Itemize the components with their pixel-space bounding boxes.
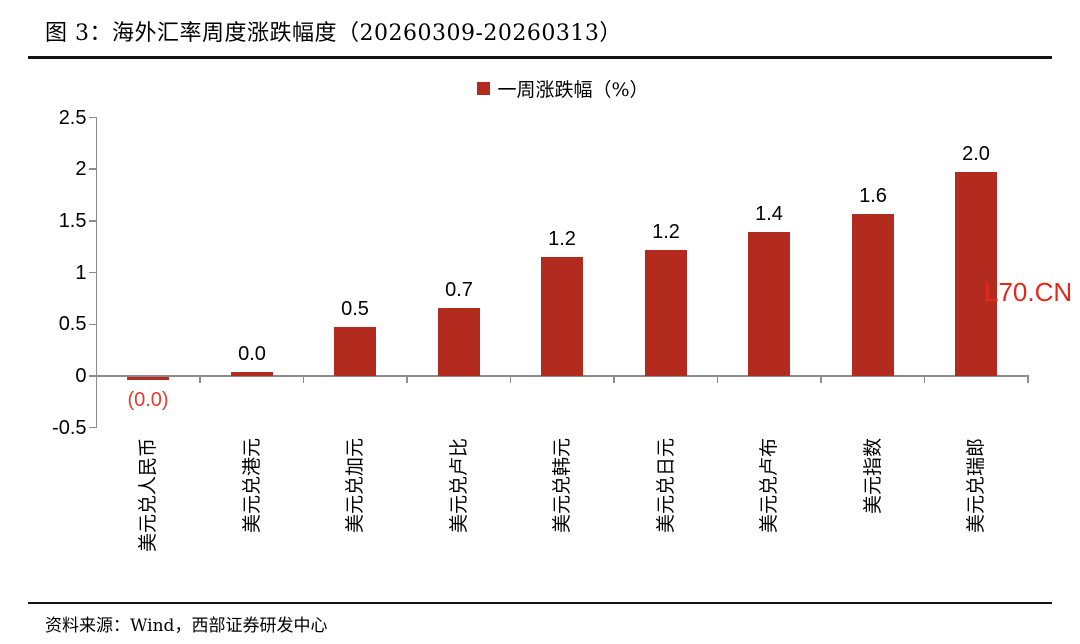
category-label: 美元兑港元: [241, 438, 263, 534]
bar: [334, 327, 376, 376]
x-tick: [820, 376, 822, 383]
category-label: 美元兑加元: [344, 438, 366, 534]
bar-value-label: 0.7: [445, 279, 473, 301]
chart-title: 图 3：海外汇率周度涨跌幅度（20260309-20260313）: [45, 21, 622, 46]
x-tick: [302, 376, 305, 383]
y-tick: [88, 168, 97, 170]
x-tick: [199, 376, 201, 383]
x-tick: [95, 376, 98, 383]
bar-value-label: 1.2: [548, 228, 576, 250]
y-tick: [88, 323, 97, 326]
y-tick-label: 0.5: [58, 313, 87, 335]
y-tick-label: -0.5: [52, 417, 87, 439]
x-tick: [923, 376, 926, 383]
x-tick: [716, 376, 719, 383]
bar: [231, 372, 273, 376]
bar: [127, 377, 169, 380]
bar-value-label: 1.2: [652, 221, 680, 243]
y-tick: [88, 375, 97, 377]
bar-value-label: 0.0: [238, 343, 266, 365]
title-divider: [28, 56, 1052, 59]
y-tick: [88, 116, 97, 119]
x-tick: [613, 376, 615, 383]
bar-value-label: 1.6: [859, 185, 887, 207]
bar: [852, 214, 894, 376]
y-tick: [88, 271, 97, 274]
category-label: 美元兑人民币: [137, 438, 159, 553]
x-tick: [1027, 376, 1029, 383]
legend-swatch-icon: [477, 81, 491, 95]
category-label: 美元兑日元: [655, 438, 677, 534]
category-label: 美元兑卢比: [448, 438, 470, 534]
category-label: 美元兑卢布: [758, 438, 780, 534]
x-tick: [406, 376, 408, 383]
y-tick: [88, 220, 97, 222]
y-tick-label: 1: [75, 262, 87, 284]
category-label: 美元兑韩元: [551, 438, 573, 534]
category-label: 美元兑瑞郎: [965, 438, 987, 534]
bar: [645, 250, 687, 376]
chart-legend: 一周涨跌幅（%）: [97, 77, 1029, 101]
bar: [541, 257, 583, 376]
x-tick: [509, 376, 512, 383]
y-tick-label: 2.5: [58, 107, 87, 129]
y-tick-label: 1.5: [58, 210, 87, 232]
watermark: L70.CN: [984, 277, 1073, 307]
source-note: 资料来源：Wind，西部证券研发中心: [45, 616, 328, 636]
bar-value-label: 2.0: [962, 143, 990, 165]
y-tick-label: 2: [75, 158, 87, 180]
bar-value-label: 1.4: [755, 203, 783, 225]
bar: [955, 172, 997, 376]
bar: [438, 308, 480, 376]
y-tick-label: 0: [75, 365, 87, 387]
bar-value-label: 0.5: [341, 298, 369, 320]
legend-label: 一周涨跌幅（%）: [497, 78, 649, 101]
y-axis-line: [95, 118, 98, 428]
footer-divider: [28, 602, 1052, 604]
bar: [748, 232, 790, 376]
bar-value-label: (0.0): [127, 389, 169, 411]
y-tick: [88, 426, 97, 429]
category-label: 美元指数: [862, 438, 884, 515]
